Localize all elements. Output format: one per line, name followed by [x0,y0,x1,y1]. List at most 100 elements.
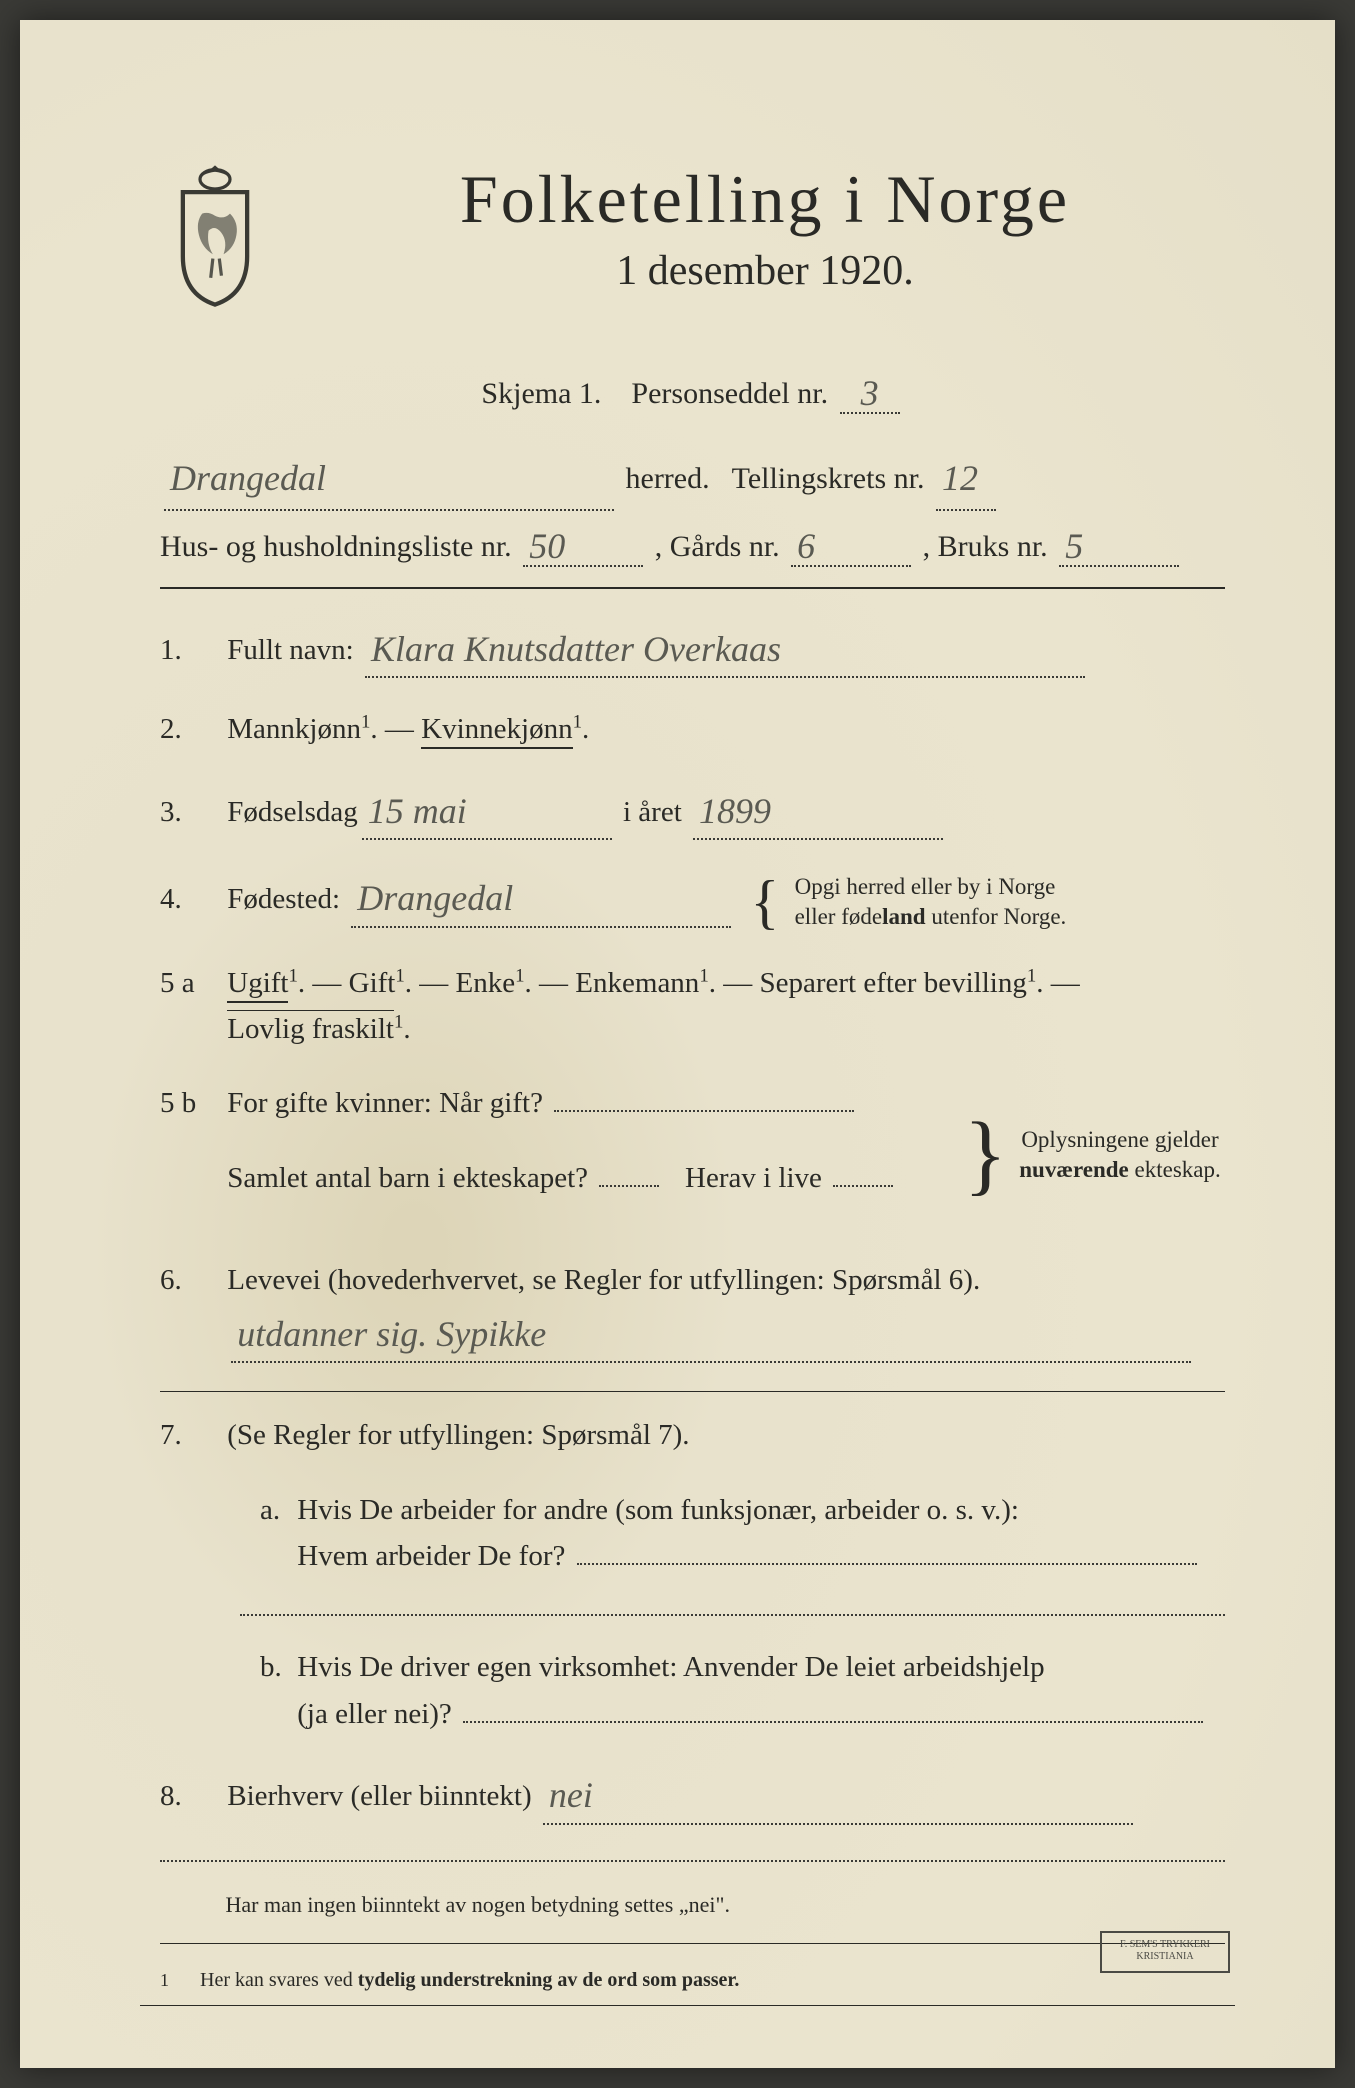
q7b-letter: b. [240,1644,290,1690]
q8-value: nei [543,1775,599,1815]
printer-stamp: F. SEM'S TRYKKERI KRISTIANIA [1100,1931,1230,1973]
q2-kvinne: Kvinnekjønn [421,713,572,749]
hus-line: Hus- og husholdningsliste nr. 50 , Gårds… [160,523,1225,567]
q4-label: Fødested: [227,883,340,915]
row-7a: a. Hvis De arbeider for andre (som funks… [160,1487,1225,1617]
herred-field: Drangedal [164,444,614,511]
row-7b: b. Hvis De driver egen virksomhet: Anven… [160,1644,1225,1737]
q2-sup2: 1 [573,712,582,733]
q5a-enke: Enke [456,967,516,999]
q1-label: Fullt navn: [227,634,353,666]
q2-sup1: 1 [361,712,370,733]
tellingskrets-value: 12 [936,458,984,498]
personseddel-value: 3 [855,373,885,413]
q5b-live-field [833,1185,893,1187]
q8-field2 [160,1860,1225,1862]
q5a-enkemann: Enkemann [575,967,699,999]
instr1-text: Har man ingen biinntekt av nogen betydni… [226,1892,730,1917]
q7-num: 7. [160,1412,220,1458]
q7a-field2 [240,1614,1225,1616]
q5a-ugift: Ugift [227,967,288,1003]
q5b-line2: Samlet antal barn i ekteskapet? [227,1162,588,1194]
row-2: 2. Mannkjønn1. — Kvinnekjønn1. [160,706,1225,752]
q4-field: Drangedal [351,868,731,928]
row-6: 6. Levevei (hovederhvervet, se Regler fo… [160,1257,1225,1363]
q5a-gift: Gift [349,967,396,999]
hus-value: 50 [523,526,571,566]
hus-field: 50 [523,523,643,567]
tellingskrets-field: 12 [936,444,996,511]
herred-value: Drangedal [164,458,332,498]
q1-field: Klara Knutsdatter Overkaas [365,619,1085,679]
q3-day-field: 15 mai [362,781,612,841]
q6-field: utdanner sig. Sypikke [231,1304,1191,1364]
q6-num: 6. [160,1257,220,1303]
row-5a: 5 a Ugift1. — Gift1. — Enke1. — Enkemann… [160,960,1225,1053]
divider-2 [160,1391,1225,1392]
personseddel-field: 3 [840,370,900,414]
q4-note: Opgi herred eller by i Norge eller fødel… [795,872,1075,932]
instruction-1: Har man ingen biinntekt av nogen betydni… [160,1892,1225,1918]
q7-label: (Se Regler for utfyllingen: Spørsmål 7). [227,1419,689,1451]
q7a-letter: a. [240,1487,290,1533]
bruks-value: 5 [1059,526,1089,566]
q5a-num: 5 a [160,960,220,1006]
q5b-num: 5 b [160,1080,220,1126]
coat-of-arms-icon [160,160,270,310]
row-7: 7. (Se Regler for utfyllingen: Spørsmål … [160,1412,1225,1458]
q8-label: Bierhverv (eller biinntekt) [227,1780,531,1812]
row-8: 8. Bierhverv (eller biinntekt) nei [160,1765,1225,1862]
header-row: Folketelling i Norge 1 desember 1920. [160,160,1225,325]
q3-num: 3. [160,789,220,835]
footnote-bottom: 1 Her kan svares ved tydelig understrekn… [160,1969,1225,1992]
q3-year-field: 1899 [693,781,943,841]
q6-label: Levevei (hovederhvervet, se Regler for u… [227,1264,980,1296]
q4-num: 4. [160,876,220,922]
q5b-gift-field [554,1110,854,1112]
q7a-line2: Hvem arbeider De for? [297,1540,565,1572]
q3-label: Fødselsdag [227,796,358,828]
q8-field: nei [543,1765,1133,1825]
q3-day-value: 15 mai [362,791,473,831]
brace-icon-2: } [964,1132,1007,1177]
q8-num: 8. [160,1773,220,1819]
main-title: Folketelling i Norge [305,160,1225,239]
gards-label: , Gårds nr. [655,530,780,563]
row-3: 3. Fødselsdag15 mai i året 1899 [160,781,1225,841]
census-form-page: Folketelling i Norge 1 desember 1920. Sk… [20,20,1335,2068]
q6-value: utdanner sig. Sypikke [231,1314,552,1354]
location-line: Drangedal herred. Tellingskrets nr. 12 [160,444,1225,511]
footer-rule [140,2005,1235,2006]
row-4: 4. Fødested: Drangedal { Opgi herred ell… [160,868,1225,931]
q7b-line2: (ja eller nei)? [297,1698,452,1730]
subtitle: 1 desember 1920. [305,247,1225,295]
gards-value: 6 [791,526,821,566]
q1-num: 1. [160,627,220,673]
q7a-field [577,1563,1197,1565]
q5b-barn-field [599,1185,659,1187]
divider-1 [160,587,1225,589]
q1-value: Klara Knutsdatter Overkaas [365,629,787,669]
bruks-field: 5 [1059,523,1179,567]
row-1: 1. Fullt navn: Klara Knutsdatter Overkaa… [160,619,1225,679]
q7b-field [463,1721,1203,1723]
tellingskrets-label: Tellingskrets nr. [732,462,925,495]
q7a-line1: Hvis De arbeider for andre (som funksjon… [297,1494,1019,1526]
q5a-separert: Separert efter bevilling [759,967,1026,999]
herred-label: herred. [626,462,710,495]
divider-3 [160,1943,1225,1944]
hus-label: Hus- og husholdningsliste nr. [160,530,512,563]
personseddel-label: Personseddel nr. [631,377,828,410]
row-5b: 5 b For gifte kvinner: Når gift? Samlet … [160,1080,1225,1229]
bruks-label: , Bruks nr. [923,530,1048,563]
brace-icon: { [751,887,780,917]
title-block: Folketelling i Norge 1 desember 1920. [305,160,1225,325]
skjema-label: Skjema 1. [481,377,601,410]
footnote-text: Her kan svares ved tydelig understreknin… [200,1969,739,1992]
skjema-line: Skjema 1. Personseddel nr. 3 [160,370,1225,414]
q4-value: Drangedal [351,878,519,918]
q5b-note: Oplysningene gjelder nuværende ekteskap. [1015,1125,1225,1185]
q5a-lovlig: Lovlig fraskilt [227,1010,394,1045]
q5b-line1: For gifte kvinner: Når gift? [227,1087,543,1119]
footnote-num: 1 [160,1970,200,1991]
